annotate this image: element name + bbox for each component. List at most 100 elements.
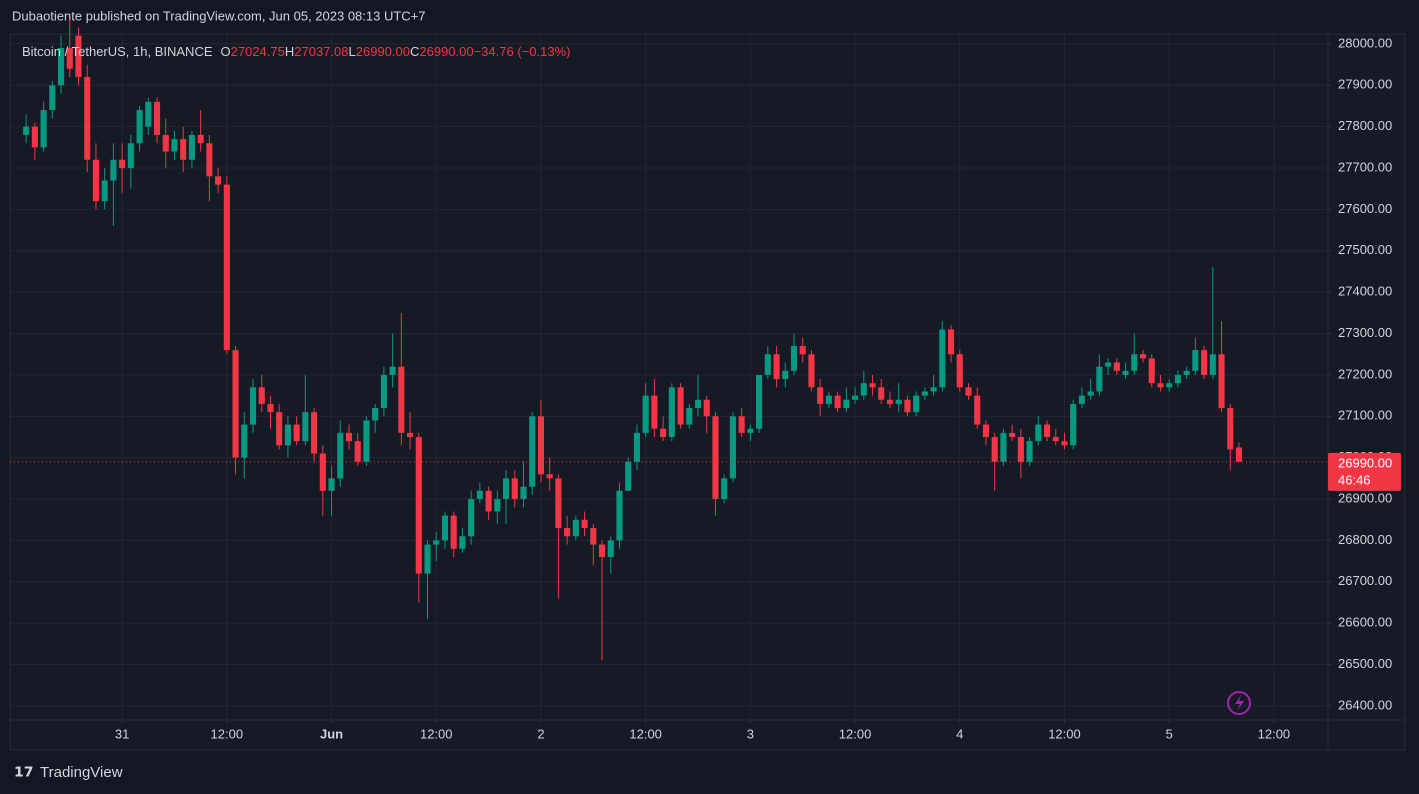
candle-body	[119, 159, 126, 169]
candle-body	[441, 515, 449, 541]
h-value: 27037.08	[294, 44, 349, 59]
candle-body	[660, 428, 667, 437]
y-tick-label: 28000.00	[1338, 35, 1392, 50]
candle-body	[345, 432, 353, 442]
alert-icon[interactable]	[1227, 691, 1251, 715]
candle-body	[904, 399, 911, 413]
candle-body	[642, 395, 649, 433]
candle-body	[49, 85, 56, 111]
candle-body	[424, 544, 431, 574]
candle-body	[633, 432, 640, 462]
candle-body	[965, 387, 972, 396]
candle-body	[398, 366, 405, 433]
candle-body	[590, 528, 597, 545]
candle-body	[694, 399, 702, 409]
candle-body	[773, 354, 780, 380]
candle-body	[860, 383, 867, 396]
candle-body	[869, 383, 876, 388]
y-tick-label: 27800.00	[1338, 118, 1392, 133]
candle-body	[721, 478, 728, 500]
candle-body	[799, 345, 806, 355]
candle-body	[817, 387, 824, 404]
c-label: C	[409, 44, 420, 59]
candle-body	[1201, 350, 1208, 375]
change: −34.76 (−0.13%)	[473, 44, 571, 59]
candle-body	[1174, 374, 1181, 384]
candle-body	[974, 395, 981, 425]
candle-body	[502, 478, 510, 500]
candle-body	[223, 184, 230, 351]
candle-body	[127, 143, 134, 169]
logo-mark: 𝟭𝟳	[14, 764, 33, 780]
candle-body	[23, 126, 30, 135]
candle-body	[1078, 395, 1085, 404]
candle-body	[1052, 436, 1059, 442]
last-price-box	[1328, 452, 1401, 491]
candle-body	[84, 77, 91, 160]
h-label: H	[284, 44, 295, 59]
candle-body	[782, 370, 789, 380]
y-tick-label: 26600.00	[1338, 615, 1392, 630]
l-value: 26990.00	[355, 44, 410, 59]
x-tick-label: 3	[747, 726, 754, 741]
candle-body	[494, 499, 501, 512]
candle-body	[1061, 441, 1068, 446]
candle-body	[948, 329, 955, 355]
candle-body	[249, 387, 257, 425]
candle-body	[415, 436, 422, 574]
candle-body	[1017, 436, 1024, 462]
candle-body	[703, 399, 710, 417]
candle-body	[607, 540, 614, 557]
candle-body	[895, 399, 902, 404]
countdown: 46:46	[1338, 472, 1371, 487]
x-tick-label: 12:00	[1048, 726, 1081, 741]
candle-body	[180, 139, 187, 160]
candle-body	[232, 350, 239, 458]
candle-body	[1087, 391, 1094, 396]
last-price-label: 26990.00	[1338, 455, 1392, 470]
candle-body	[92, 159, 100, 202]
candle-body	[1096, 366, 1103, 392]
candle-body	[921, 391, 928, 396]
candle-body	[284, 424, 291, 446]
y-tick-label: 27900.00	[1338, 77, 1392, 92]
x-tick-label: 12:00	[629, 726, 662, 741]
l-label: L	[348, 44, 356, 59]
candle-body	[581, 519, 588, 529]
footer-brand: TradingView	[40, 764, 123, 781]
candle-body	[756, 374, 763, 429]
candle-body	[878, 387, 885, 400]
candle-body	[153, 101, 161, 135]
candle-body	[66, 48, 73, 69]
candle-body	[459, 536, 466, 549]
y-tick-label: 27600.00	[1338, 201, 1392, 216]
candle-body	[886, 399, 894, 404]
y-tick-label: 26700.00	[1338, 573, 1392, 588]
candle-body	[354, 441, 361, 462]
candle-body	[1148, 358, 1155, 384]
y-tick-label: 26400.00	[1338, 697, 1392, 712]
y-tick-label: 26500.00	[1338, 656, 1392, 671]
candle-body	[564, 528, 571, 537]
candle-body	[598, 544, 606, 557]
candle-body	[258, 387, 265, 404]
candle-body	[686, 408, 693, 425]
candle-body	[1113, 362, 1120, 371]
candle-body	[311, 412, 318, 454]
y-tick-label: 27700.00	[1338, 159, 1392, 174]
y-tick-label: 27300.00	[1338, 325, 1392, 340]
plot: 26400.00 26500.00 26600.00 26700.00 26800.00…	[10, 19, 1401, 741]
candle-body	[1209, 354, 1216, 375]
candle-body	[1105, 362, 1112, 367]
candle-body	[206, 143, 213, 177]
x-tick-label: 12:00	[1258, 726, 1291, 741]
candle-body	[651, 395, 658, 429]
candle-body	[380, 374, 387, 409]
candle-body	[1235, 447, 1243, 462]
candle-body	[293, 424, 300, 442]
candle-body	[1035, 424, 1042, 442]
candle-body	[982, 424, 990, 437]
candle-body	[511, 478, 518, 500]
candle-body	[363, 420, 370, 462]
